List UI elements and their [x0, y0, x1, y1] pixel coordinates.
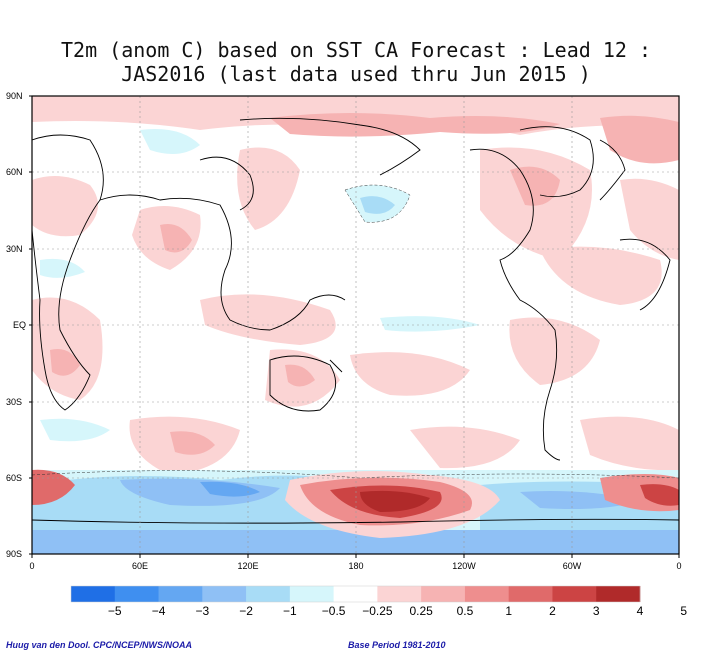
anomaly-field	[32, 96, 679, 554]
colorbar-label: −0.25	[362, 604, 393, 618]
colorbar-label: −5	[108, 604, 122, 618]
colorbar-label: −1	[283, 604, 297, 618]
negative-contours	[32, 184, 679, 479]
colorbar-label: 0.25	[409, 604, 433, 618]
colorbar-swatch	[333, 586, 378, 602]
lat-label: 30S	[6, 397, 22, 407]
colorbar-label: 1	[505, 604, 512, 618]
colorbar-labels: −5 −4 −3 −2 −1 −0.5 −0.25 0.25 0.5 1 2 3 4 5	[108, 604, 688, 618]
colorbar-label: −0.5	[322, 604, 346, 618]
colorbar-swatch	[289, 586, 335, 602]
coastlines	[32, 117, 679, 524]
colorbar-label: −3	[195, 604, 209, 618]
tick-marks	[29, 95, 680, 558]
lat-label: 60N	[6, 167, 23, 177]
colorbar-label: 4	[637, 604, 644, 618]
credit-text: Huug van den Dool. CPC/NCEP/NWS/NOAA	[6, 640, 193, 650]
colorbar-border	[70, 585, 641, 603]
lat-label: 30N	[6, 244, 23, 254]
lat-label: EQ	[13, 320, 26, 330]
colorbar-swatch	[508, 586, 553, 602]
colorbar-swatch	[158, 586, 203, 602]
colorbar-label: 2	[549, 604, 556, 618]
lat-label: 60S	[6, 473, 22, 483]
colorbar-swatch	[552, 586, 597, 602]
colorbar-swatch	[377, 586, 422, 602]
lon-label: 120E	[237, 561, 258, 571]
lon-label: 120W	[452, 561, 476, 571]
colorbar-label: 5	[680, 604, 687, 618]
lon-label: 0	[29, 561, 34, 571]
colorbar	[70, 585, 641, 603]
lat-label: 90S	[6, 549, 22, 559]
colorbar-swatch	[421, 586, 466, 602]
lon-label: 180	[348, 561, 363, 571]
colorbar-swatch	[202, 586, 247, 602]
lat-label: 90N	[6, 91, 23, 101]
colorbar-swatch	[71, 586, 116, 602]
map-title-line-1: T2m (anom C) based on SST CA Forecast : …	[60, 38, 651, 62]
base-period-text: Base Period 1981-2010	[348, 640, 446, 650]
colorbar-label: −4	[152, 604, 166, 618]
lon-label: 60E	[132, 561, 148, 571]
colorbar-swatch	[114, 586, 159, 602]
colorbar-swatch	[246, 586, 291, 602]
map-title-line-2: JAS2016 (last data used thru Jun 2015 )	[121, 62, 591, 86]
lon-label: 60W	[563, 561, 582, 571]
gridlines	[32, 96, 679, 554]
colorbar-swatch	[464, 586, 510, 602]
colorbar-label: 0.5	[457, 604, 474, 618]
colorbar-swatch	[596, 586, 641, 602]
lon-label: 0	[676, 561, 681, 571]
colorbar-label: −2	[239, 604, 253, 618]
colorbar-label: 3	[593, 604, 600, 618]
